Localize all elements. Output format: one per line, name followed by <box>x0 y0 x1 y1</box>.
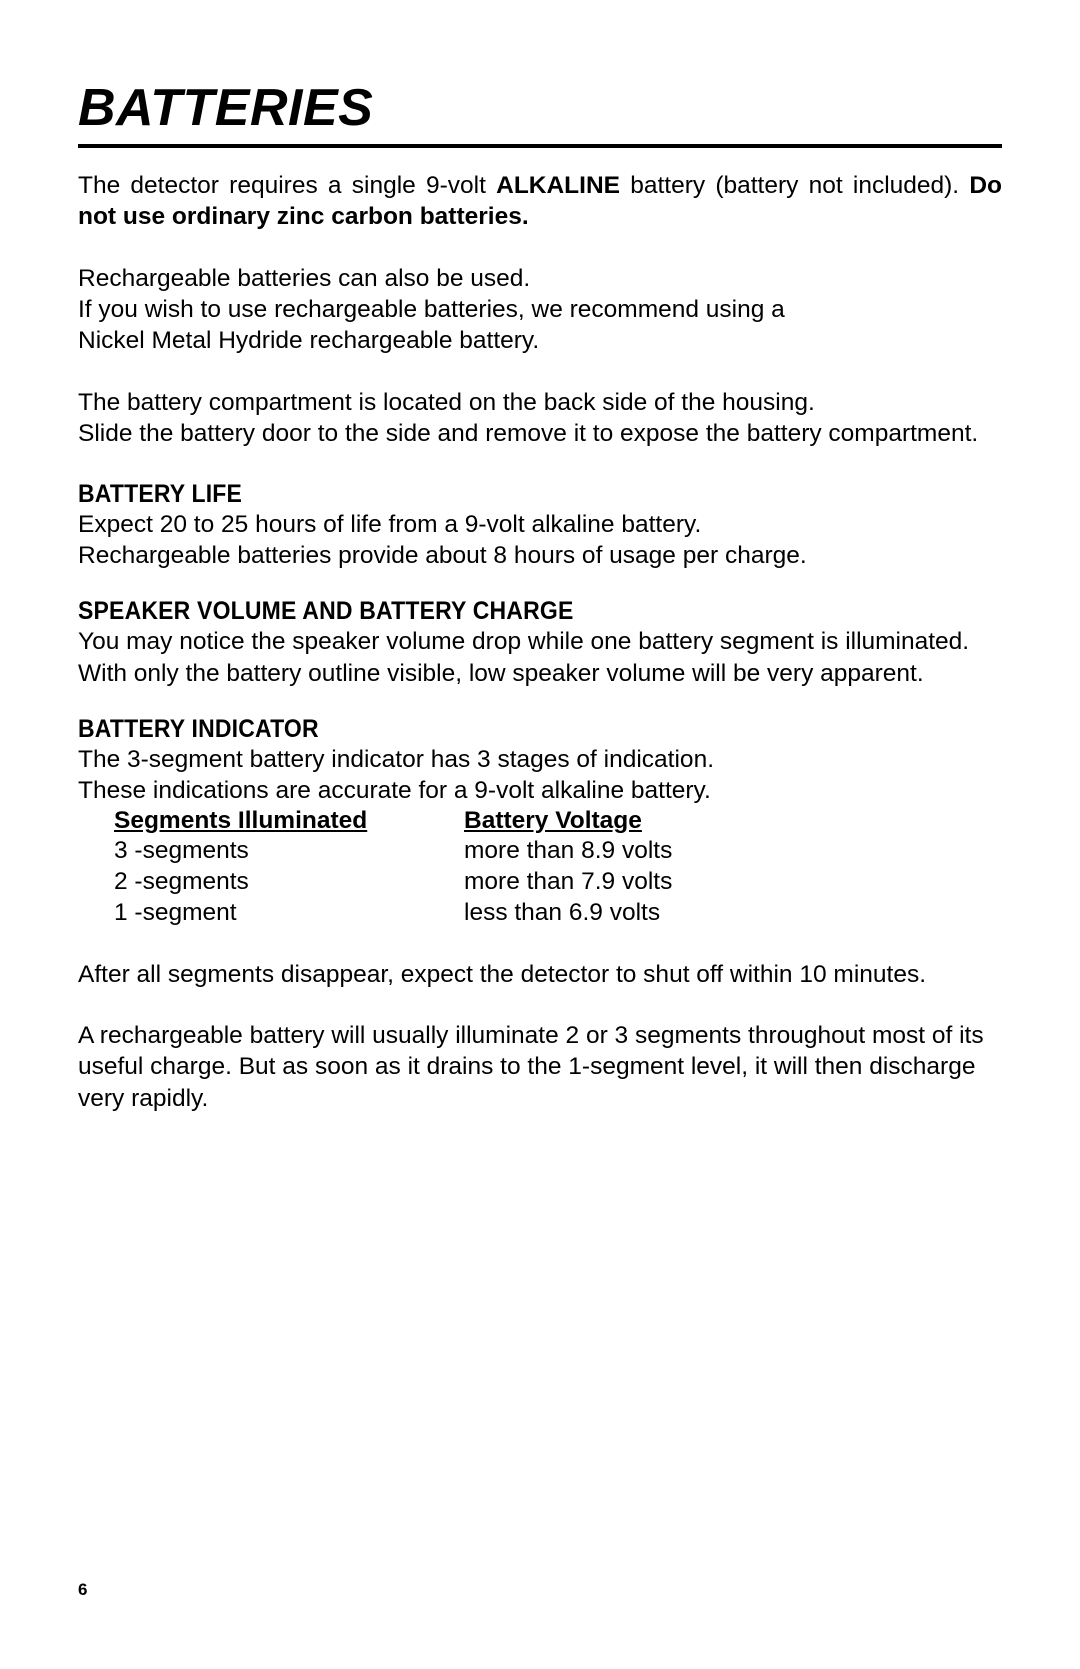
intro-text-b: battery (battery not included). <box>620 172 969 199</box>
table-row: more than 8.9 volts <box>464 835 764 866</box>
table-row: more than 7.9 volts <box>464 866 764 897</box>
battery-voltage-table: Segments Illuminated 3 -segments 2 -segm… <box>78 807 1002 929</box>
battery-indicator-p2: These indications are accurate for a 9-v… <box>78 775 1002 806</box>
battery-indicator-heading: BATTERY INDICATOR <box>78 715 928 744</box>
table-header-voltage: Battery Voltage <box>464 807 764 835</box>
table-row: less than 6.9 volts <box>464 897 764 928</box>
rechargeable-line-2: If you wish to use rechargeable batterie… <box>78 294 1002 325</box>
intro-alkaline: ALKALINE <box>496 172 620 199</box>
intro-paragraph: The detector requires a single 9-volt AL… <box>78 170 1002 233</box>
rechargeable-line-1: Rechargeable batteries can also be used. <box>78 263 1002 294</box>
table-col-voltage: Battery Voltage more than 8.9 volts more… <box>464 807 764 929</box>
table-row: 2 -segments <box>114 866 464 897</box>
page-title: BATTERIES <box>78 78 1002 138</box>
compartment-line-1: The battery compartment is located on th… <box>78 387 1002 418</box>
table-col-segments: Segments Illuminated 3 -segments 2 -segm… <box>114 807 464 929</box>
indicator-after-1: After all segments disappear, expect the… <box>78 959 1002 990</box>
compartment-line-2: Slide the battery door to the side and r… <box>78 418 1002 449</box>
battery-life-heading: BATTERY LIFE <box>78 480 928 509</box>
battery-indicator-p1: The 3-segment battery indicator has 3 st… <box>78 744 1002 775</box>
table-row: 3 -segments <box>114 835 464 866</box>
speaker-volume-heading: SPEAKER VOLUME AND BATTERY CHARGE <box>78 597 928 626</box>
table-row: 1 -segment <box>114 897 464 928</box>
battery-life-p2: Rechargeable batteries provide about 8 h… <box>78 540 1002 571</box>
document-page: BATTERIES The detector requires a single… <box>0 0 1080 1114</box>
rechargeable-line-3: Nickel Metal Hydride rechargeable batter… <box>78 325 1002 356</box>
speaker-volume-p1: You may notice the speaker volume drop w… <box>78 626 1002 657</box>
speaker-volume-p2: With only the battery outline visible, l… <box>78 658 1002 689</box>
page-number: 6 <box>78 1580 87 1600</box>
battery-life-p1: Expect 20 to 25 hours of life from a 9-v… <box>78 509 1002 540</box>
title-rule <box>78 144 1002 148</box>
table-header-segments: Segments Illuminated <box>114 807 464 835</box>
indicator-after-2: A rechargeable battery will usually illu… <box>78 1020 1002 1114</box>
intro-text-a: The detector requires a single 9-volt <box>78 172 496 199</box>
